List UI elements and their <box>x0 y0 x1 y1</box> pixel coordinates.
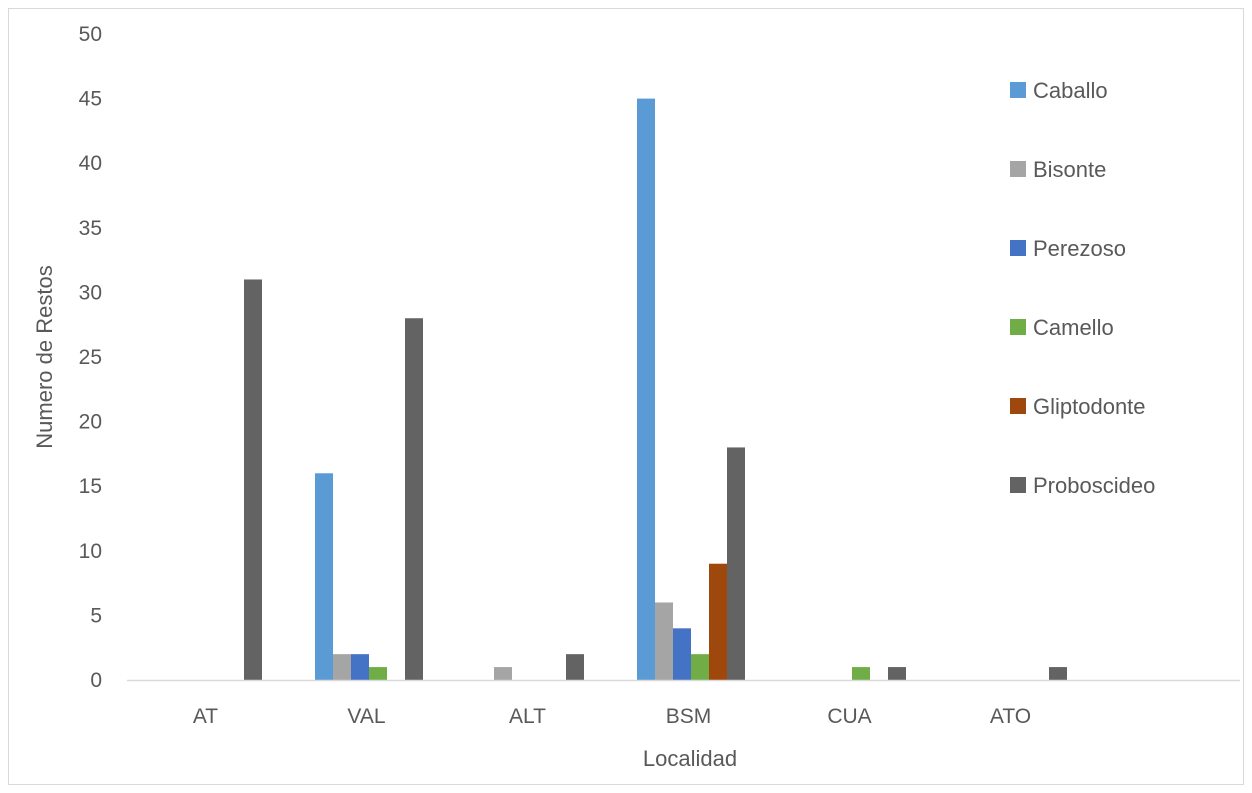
bar-proboscideo-alt <box>566 654 584 680</box>
legend-swatch <box>1010 477 1026 493</box>
x-tick-label: VAL <box>347 705 385 728</box>
bar-proboscideo-cua <box>888 667 906 680</box>
bar-gliptodonte-bsm <box>709 563 727 680</box>
bar-camello-cua <box>852 667 870 680</box>
y-tick-label: 40 <box>79 152 102 175</box>
bar-camello-bsm <box>691 654 709 680</box>
legend-item: Camello <box>1010 315 1114 340</box>
legend-item: Bisonte <box>1010 157 1106 182</box>
legend-swatch <box>1010 82 1026 98</box>
legend-item: Gliptodonte <box>1010 394 1146 419</box>
y-axis-ticks: 0 5 10 15 20 25 30 35 40 45 50 <box>79 23 102 692</box>
bar-caballo-val <box>315 473 333 680</box>
legend-swatch <box>1010 161 1026 177</box>
legend-label: Bisonte <box>1033 157 1106 182</box>
bar-proboscideo-at <box>244 279 262 680</box>
legend-swatch <box>1010 240 1026 256</box>
x-tick-label: ATO <box>990 705 1031 728</box>
legend-label: Perezoso <box>1033 236 1126 261</box>
bar-perezoso-val <box>351 654 369 680</box>
legend-label: Caballo <box>1033 78 1108 103</box>
y-tick-label: 45 <box>79 88 102 111</box>
x-axis-categories: AT VAL ALT BSM CUA ATO <box>193 705 1031 728</box>
y-tick-label: 5 <box>90 604 102 627</box>
x-tick-label: ALT <box>509 705 546 728</box>
y-tick-label: 50 <box>79 23 102 46</box>
y-tick-label: 35 <box>79 217 102 240</box>
legend-label: Proboscideo <box>1033 473 1155 498</box>
y-axis-title: Numero de Restos <box>32 265 57 448</box>
x-tick-label: AT <box>193 705 218 728</box>
bar-caballo-bsm <box>637 98 655 681</box>
x-tick-label: BSM <box>666 705 712 728</box>
bar-proboscideo-val <box>405 318 423 680</box>
x-axis-title: Localidad <box>643 746 737 771</box>
bar-bisonte-alt <box>494 667 512 680</box>
legend-swatch <box>1010 319 1026 335</box>
y-tick-label: 15 <box>79 475 102 498</box>
x-tick-label: CUA <box>827 705 871 728</box>
bar-bisonte-bsm <box>655 602 673 680</box>
y-tick-label: 25 <box>79 346 102 369</box>
legend-item: Caballo <box>1010 78 1108 103</box>
legend-label: Gliptodonte <box>1033 394 1146 419</box>
y-tick-label: 0 <box>90 669 102 692</box>
legend-item: Perezoso <box>1010 236 1126 261</box>
y-tick-label: 30 <box>79 281 102 304</box>
legend: Caballo Bisonte Perezoso Camello Gliptodonte… <box>1010 78 1155 498</box>
bar-bisonte-val <box>333 654 351 680</box>
legend-item: Proboscideo <box>1010 473 1155 498</box>
bar-camello-val <box>369 667 387 680</box>
bar-perezoso-bsm <box>673 628 691 680</box>
y-tick-label: 10 <box>79 540 102 563</box>
legend-label: Camello <box>1033 315 1114 340</box>
legend-swatch <box>1010 398 1026 414</box>
bar-proboscideo-ato <box>1049 667 1067 680</box>
chart-frame <box>8 8 1244 785</box>
bar-proboscideo-bsm <box>727 447 745 680</box>
bars <box>244 98 1067 681</box>
y-tick-label: 20 <box>79 411 102 434</box>
